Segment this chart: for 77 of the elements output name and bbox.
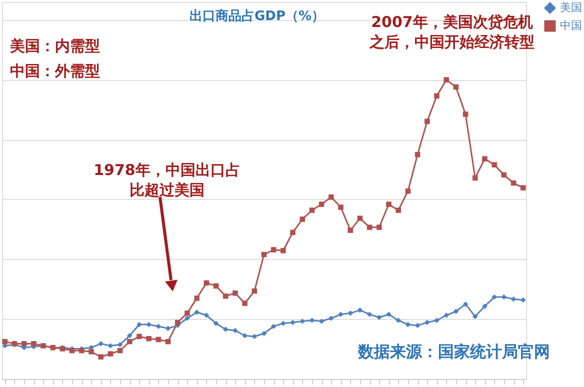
point — [136, 334, 142, 340]
point — [453, 308, 459, 314]
point — [482, 304, 488, 309]
point — [88, 349, 94, 354]
point — [366, 224, 372, 230]
point — [510, 296, 516, 302]
point — [184, 310, 190, 316]
point — [290, 230, 296, 236]
point — [376, 224, 382, 230]
point — [424, 118, 430, 124]
point — [165, 326, 171, 332]
point — [146, 336, 152, 342]
point — [300, 216, 306, 222]
point — [386, 312, 392, 318]
point — [270, 247, 276, 252]
point — [472, 314, 478, 320]
annotation: 中国：外需型 — [10, 62, 100, 80]
point — [300, 318, 306, 324]
point — [328, 194, 334, 200]
point — [434, 93, 440, 99]
point — [424, 320, 430, 326]
point — [338, 204, 344, 210]
point — [318, 202, 324, 207]
point — [232, 290, 238, 296]
point — [444, 312, 449, 318]
point — [98, 354, 104, 360]
point — [261, 330, 267, 336]
point — [222, 293, 228, 299]
point — [501, 294, 507, 300]
point — [280, 320, 286, 326]
point — [366, 312, 372, 318]
point — [242, 332, 248, 338]
point — [309, 208, 315, 213]
point — [126, 338, 132, 344]
point — [146, 322, 152, 328]
point — [270, 324, 276, 329]
point — [348, 310, 354, 316]
point — [386, 202, 392, 207]
point — [31, 341, 36, 346]
point — [156, 324, 162, 329]
legend-label: 中国 — [560, 19, 582, 32]
point — [21, 341, 27, 346]
point — [194, 310, 200, 315]
point — [194, 296, 200, 301]
point — [357, 216, 363, 221]
point — [376, 314, 382, 320]
point — [309, 318, 315, 323]
annotation: 数据来源：国家统计局官网 — [357, 342, 550, 361]
chart-title: 出口商品占GDP（%） — [189, 8, 325, 24]
text: 美国：内需型 — [9, 37, 100, 55]
point — [328, 316, 334, 321]
text: 2007年，美国次贷危机之后，中国开始经济转型 — [368, 13, 534, 51]
point — [2, 338, 8, 344]
point — [434, 318, 440, 323]
point — [98, 341, 104, 346]
point — [213, 320, 219, 326]
point — [126, 332, 132, 338]
point — [396, 208, 402, 213]
point — [184, 316, 190, 321]
point — [222, 326, 228, 332]
point — [492, 162, 497, 168]
point — [242, 300, 248, 306]
point — [396, 318, 402, 323]
point — [462, 112, 468, 117]
point — [520, 185, 526, 190]
point — [348, 228, 354, 233]
point — [338, 312, 344, 318]
annotation: 1978年，中国出口占比超过美国 — [94, 161, 240, 199]
legend-label: 美国 — [560, 1, 582, 14]
point — [117, 342, 123, 348]
point — [472, 175, 478, 181]
point — [108, 351, 114, 357]
point — [174, 320, 180, 326]
point — [252, 334, 258, 340]
point — [444, 77, 449, 82]
point — [482, 156, 488, 162]
point — [280, 248, 286, 254]
